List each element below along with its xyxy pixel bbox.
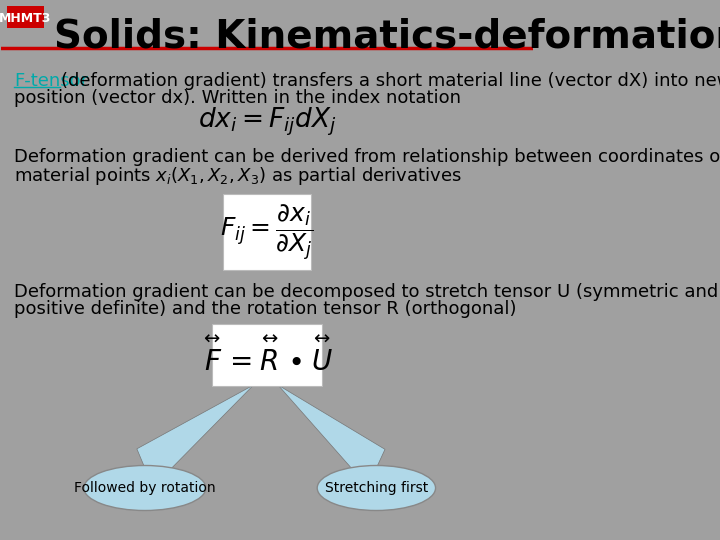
Text: F-tensor: F-tensor bbox=[14, 72, 88, 90]
Text: Deformation gradient can be derived from relationship between coordinates of: Deformation gradient can be derived from… bbox=[14, 148, 720, 166]
Text: (deformation gradient) transfers a short material line (vector dX) into new: (deformation gradient) transfers a short… bbox=[61, 72, 720, 90]
Text: Deformation gradient can be decomposed to stretch tensor U (symmetric and: Deformation gradient can be decomposed t… bbox=[14, 283, 718, 301]
Text: Stretching first: Stretching first bbox=[325, 481, 428, 495]
Text: position (vector dx). Written in the index notation: position (vector dx). Written in the ind… bbox=[14, 89, 461, 107]
Text: $F_{ij} = \dfrac{\partial x_i}{\partial X_j}$: $F_{ij} = \dfrac{\partial x_i}{\partial … bbox=[220, 202, 313, 262]
Text: MHMT3: MHMT3 bbox=[0, 11, 51, 24]
Text: $\overset{\leftrightarrow}{F} = \overset{\leftrightarrow}{R} \bullet \overset{\l: $\overset{\leftrightarrow}{F} = \overset… bbox=[200, 336, 334, 377]
Text: $dx_i = F_{ij}dX_j$: $dx_i = F_{ij}dX_j$ bbox=[197, 106, 336, 138]
Ellipse shape bbox=[84, 465, 206, 510]
Ellipse shape bbox=[318, 465, 436, 510]
Text: Followed by rotation: Followed by rotation bbox=[74, 481, 216, 495]
Text: Solids: Kinematics-deformation: Solids: Kinematics-deformation bbox=[54, 17, 720, 55]
Text: material points $x_i(X_1, X_2, X_3)$ as partial derivatives: material points $x_i(X_1, X_2, X_3)$ as … bbox=[14, 165, 462, 187]
FancyBboxPatch shape bbox=[212, 324, 322, 386]
FancyBboxPatch shape bbox=[6, 6, 43, 28]
Polygon shape bbox=[278, 385, 385, 487]
Text: positive definite) and the rotation tensor R (orthogonal): positive definite) and the rotation tens… bbox=[14, 300, 516, 318]
Polygon shape bbox=[137, 385, 253, 487]
FancyBboxPatch shape bbox=[223, 194, 311, 270]
